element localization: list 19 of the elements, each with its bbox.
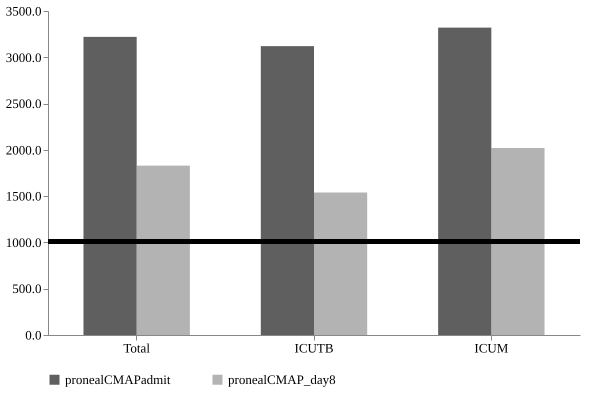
bar (260, 46, 314, 335)
bar (438, 28, 492, 335)
y-tick-label: 3000.0 (6, 50, 42, 65)
y-tick-label: 500.0 (12, 281, 42, 296)
x-tick-label: ICUM (474, 340, 509, 356)
x-tick-label: Total (123, 340, 150, 356)
legend-label: pronealCMAPadmit (65, 372, 171, 387)
y-tick-label: 1500.0 (6, 188, 42, 204)
y-tick-label: 2000.0 (6, 142, 42, 158)
bar (83, 36, 137, 335)
y-tick-label: 2500.0 (6, 96, 42, 112)
bar (136, 166, 190, 335)
legend-label: pronealCMAP_day8 (228, 372, 336, 387)
y-tick-label: 3500.0 (6, 4, 42, 18)
y-tick-label: 1000.0 (6, 234, 42, 250)
y-tick-label: 0.0 (25, 328, 42, 342)
bar (314, 192, 368, 335)
x-tick-label: ICUTB (294, 340, 334, 356)
bar (491, 148, 545, 335)
